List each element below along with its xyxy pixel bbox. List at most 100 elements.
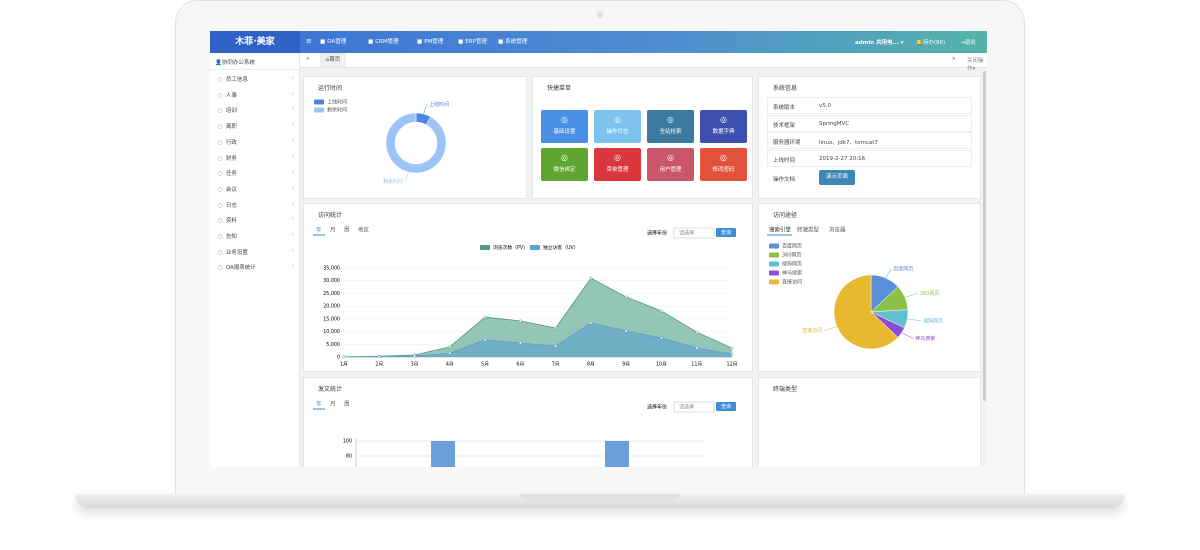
quick-button[interactable]: ◎ 基础设置 bbox=[541, 110, 588, 143]
sidebar-arrow: › bbox=[291, 137, 294, 144]
sidebar-text: 会议 bbox=[225, 186, 237, 193]
point bbox=[730, 346, 734, 350]
logout-text: 退出 bbox=[964, 40, 976, 46]
quick-label: 菜单管理 bbox=[606, 167, 629, 173]
row-key: 服务器环境 bbox=[773, 140, 801, 146]
sidebar-icon: ○ bbox=[218, 139, 223, 146]
tab-next[interactable]: » bbox=[952, 56, 956, 62]
screen: 木菲·美家 ≡ ■ OA管理 ■ CRM管理 ■ PM管理 ■ ERP管理 ■ 系统管理 admi… bbox=[210, 31, 987, 467]
tab-home[interactable]: ⌂首页 bbox=[320, 53, 346, 67]
tab[interactable]: 地区 bbox=[358, 226, 370, 234]
bar bbox=[605, 441, 629, 467]
point bbox=[518, 341, 522, 345]
sidebar-item[interactable]: ○ 任务 › bbox=[218, 169, 294, 177]
tab[interactable]: 周 bbox=[344, 227, 350, 234]
quick-icon: ◎ bbox=[720, 153, 727, 162]
slice-label: 360网页 bbox=[920, 291, 940, 297]
panel-title: 快捷菜单 bbox=[547, 85, 572, 92]
quick-label: 基础设置 bbox=[553, 129, 576, 135]
nav-item[interactable]: ■ PM管理 bbox=[417, 31, 443, 53]
query-button[interactable] bbox=[716, 228, 736, 237]
sidebar-title: 👤协同办公系统 bbox=[215, 60, 255, 66]
quick-button[interactable]: ◎ 用户管理 bbox=[647, 148, 694, 181]
area bbox=[344, 322, 732, 357]
sidebar-item[interactable]: ○ 财务 › bbox=[218, 154, 294, 162]
sidebar-item[interactable]: ○ OA报表统计 › bbox=[218, 263, 294, 271]
tab[interactable]: 年 bbox=[316, 400, 322, 408]
slice-label: 搜狗网页 bbox=[923, 317, 943, 324]
sidebar-item[interactable]: ○ 人事 › bbox=[218, 91, 294, 99]
quick-button[interactable]: ◎ 全站检索 bbox=[647, 110, 694, 143]
nav-item[interactable]: ■ CRM管理 bbox=[368, 31, 399, 53]
tab-home-text: 首页 bbox=[329, 57, 341, 63]
sidebar-item[interactable]: ○ 告知 › bbox=[218, 232, 294, 240]
panel-title: 发文统计 bbox=[318, 386, 343, 393]
sidebar-icon: ○ bbox=[218, 124, 223, 131]
point bbox=[589, 321, 593, 325]
query-button[interactable] bbox=[716, 402, 736, 411]
quick-button[interactable]: ◎ 操作日志 bbox=[594, 110, 641, 143]
label-line bbox=[404, 171, 409, 182]
quick-icon: ◎ bbox=[720, 115, 727, 124]
point bbox=[554, 344, 558, 348]
sidebar-item[interactable]: ○ 离职 › bbox=[218, 122, 294, 130]
quick-button[interactable]: ◎ 菜单管理 bbox=[594, 148, 641, 181]
logo: 木菲·美家 bbox=[210, 31, 300, 53]
user: admin 共用电... bbox=[855, 40, 899, 46]
sidebar-item[interactable]: ○ 资料 › bbox=[218, 216, 294, 224]
quick-button[interactable]: ◎ 数据字典 bbox=[700, 110, 747, 143]
sidebar-item[interactable]: ○ 日志 › bbox=[218, 201, 294, 209]
todo[interactable]: 🔔待办(86) bbox=[916, 40, 946, 46]
tab[interactable]: 月 bbox=[330, 401, 336, 408]
sidebar-item[interactable]: ○ 行政 › bbox=[218, 138, 294, 146]
quick-label: 操作日志 bbox=[606, 129, 629, 135]
y-tick-label: 0 bbox=[337, 355, 340, 361]
sidebar-item[interactable]: ○ 培训 › bbox=[218, 106, 294, 114]
x-tick-label: 2月 bbox=[375, 362, 383, 368]
tab[interactable]: 月 bbox=[330, 227, 336, 234]
logout[interactable]: ⇥退出 bbox=[960, 40, 976, 46]
row-value: 2019-2-27 20:16 bbox=[819, 155, 866, 162]
point bbox=[589, 276, 593, 280]
quick-button[interactable]: ◎ 修改密码 bbox=[700, 148, 747, 181]
nav-item[interactable]: ■ OA管理 bbox=[320, 31, 346, 53]
y-tick-label: 15,000 bbox=[323, 316, 340, 322]
sidebar-text: 行政 bbox=[225, 139, 237, 146]
sidebar-item[interactable]: ○ 业务设置 › bbox=[218, 248, 294, 256]
visits-chart: 年 月 周 地区 选择年份 请选择 查询 0 5,000 10,000 15,000 20,000 25… bbox=[313, 226, 738, 368]
tab-close[interactable]: 关闭操作▾ bbox=[967, 58, 984, 72]
panel-title: 访问统计 bbox=[318, 212, 343, 219]
camera bbox=[597, 12, 603, 18]
sidebar-item[interactable]: ○ 员工信息 › bbox=[218, 75, 294, 83]
legend-swatch bbox=[769, 270, 779, 276]
x-tick-label: 3月 bbox=[411, 362, 419, 368]
nav-item[interactable]: ■ 系统管理 bbox=[498, 31, 527, 53]
sidebar-icon: ○ bbox=[218, 77, 223, 83]
slice bbox=[385, 112, 447, 174]
user-menu[interactable]: admin 共用电... ▾ bbox=[855, 40, 904, 46]
quick-label: 全站检索 bbox=[659, 129, 682, 135]
quick-panel: 快捷菜单 ◎ 基础设置 ◎ 操作日志 ◎ 全站检索 ◎ 数据字典 ◎ 微信绑定 ◎ 菜单管理 ◎ 用户管理… bbox=[532, 76, 753, 199]
doc-button[interactable]: 演示页面 bbox=[819, 170, 855, 185]
sidebar-text: 人事 bbox=[225, 92, 237, 99]
tab[interactable]: 年 bbox=[316, 226, 322, 234]
sidebar-icon: ○ bbox=[218, 249, 223, 256]
legend-label: 独立访客（UV） bbox=[543, 244, 579, 251]
select-box[interactable] bbox=[673, 401, 715, 413]
menu-toggle[interactable]: ≡ bbox=[306, 37, 312, 45]
x-tick-label: 6月 bbox=[516, 362, 524, 368]
point bbox=[660, 309, 663, 313]
posts-panel: 发文统计 年 月 周 选择年份 请选择 查询 80 100 bbox=[303, 377, 753, 467]
nav-item[interactable]: ■ ERP管理 bbox=[458, 31, 487, 53]
y-tick-label: 35,000 bbox=[323, 266, 340, 272]
x-tick-label: 12月 bbox=[727, 362, 738, 368]
tab[interactable]: 周 bbox=[344, 401, 350, 408]
legend-label: 神马搜索 bbox=[782, 270, 802, 277]
row-line bbox=[767, 114, 972, 132]
panel-title: 系统信息 bbox=[773, 85, 798, 92]
tab-prev[interactable]: « bbox=[306, 56, 310, 62]
sidebar-item[interactable]: ○ 会议 › bbox=[218, 185, 294, 193]
point bbox=[624, 329, 628, 333]
quick-button[interactable]: ◎ 微信绑定 bbox=[541, 148, 588, 181]
select-box[interactable] bbox=[673, 227, 715, 239]
